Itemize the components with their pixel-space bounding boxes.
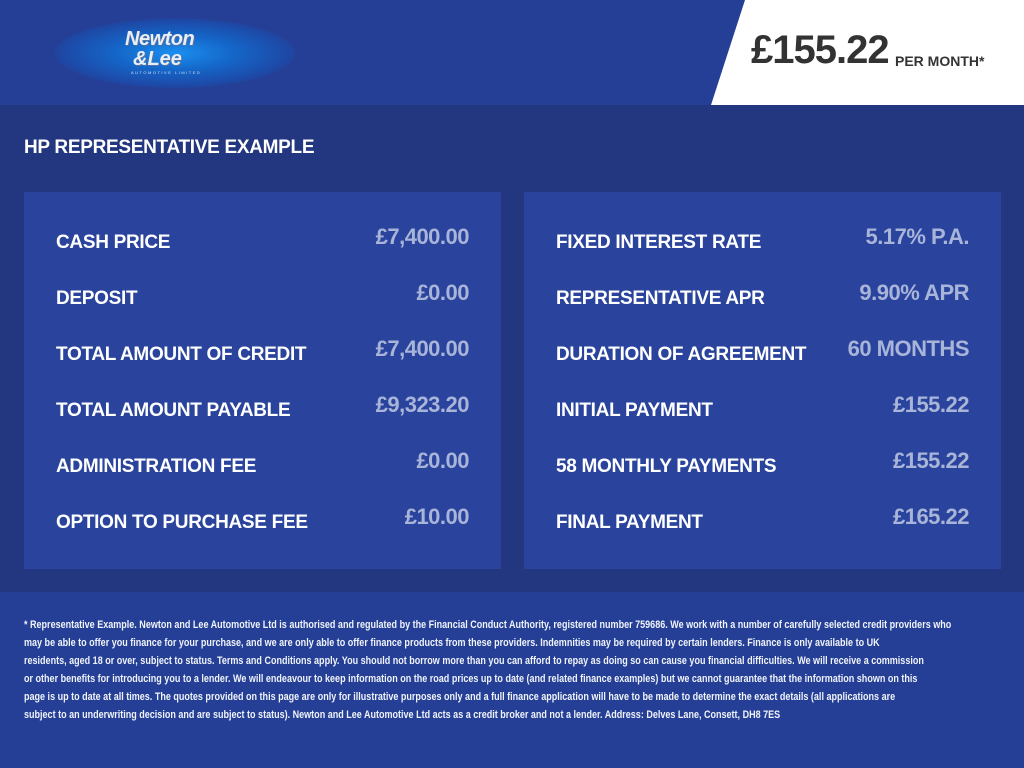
- finance-row: CASH PRICE £7,400.00: [56, 224, 470, 254]
- finance-value: £7,400.00: [375, 224, 470, 249]
- finance-row: INITIAL PAYMENT £155.22: [556, 392, 970, 422]
- finance-row: DURATION OF AGREEMENT 60 MONTHS: [556, 336, 970, 366]
- finance-label: 58 MONTHLY PAYMENTS: [556, 456, 777, 477]
- finance-label: DURATION OF AGREEMENT: [556, 344, 807, 365]
- finance-label: FIXED INTEREST RATE: [556, 232, 762, 253]
- disclaimer-line: or other benefits for introducing you to…: [24, 673, 918, 685]
- monthly-price: £155.22: [751, 28, 890, 72]
- finance-value: 5.17% P.A.: [865, 224, 970, 249]
- finance-value: £0.00: [416, 280, 469, 305]
- finance-value: £0.00: [416, 448, 469, 473]
- finance-row: ADMINISTRATION FEE £0.00: [56, 448, 469, 478]
- finance-value: £155.22: [892, 448, 970, 473]
- logo-text-automotive: AUTOMOTIVE LIMITED: [131, 70, 202, 75]
- logo-text-lee: &Lee: [133, 48, 182, 70]
- disclaimer-line: subject to an underwriting decision and …: [24, 709, 781, 721]
- finance-value: £10.00: [404, 504, 470, 529]
- finance-row: TOTAL AMOUNT OF CREDIT £7,400.00: [56, 336, 470, 366]
- disclaimer-line: residents, aged 18 or over, subject to s…: [24, 655, 924, 667]
- finance-panel-right: FIXED INTEREST RATE 5.17% P.A. REPRESENTAT…: [524, 192, 1001, 569]
- finance-label: CASH PRICE: [56, 232, 171, 253]
- finance-row: FINAL PAYMENT £165.22: [556, 504, 970, 534]
- finance-row: DEPOSIT £0.00: [56, 280, 469, 310]
- finance-row: 58 MONTHLY PAYMENTS £155.22: [556, 448, 970, 478]
- finance-label: OPTION TO PURCHASE FEE: [56, 512, 308, 533]
- finance-label: INITIAL PAYMENT: [556, 400, 713, 421]
- logo-text-newton: Newton: [125, 28, 195, 50]
- finance-value: £155.22: [892, 392, 970, 417]
- disclaimer: * Representative Example. Newton and Lee…: [24, 616, 951, 724]
- header: Newton &Lee AUTOMOTIVE LIMITED £155.22 P…: [0, 0, 1024, 105]
- finance-panel-left: CASH PRICE £7,400.00 DEPOSIT £0.00 TOTAL AMO…: [24, 192, 501, 569]
- newton-lee-logo[interactable]: Newton &Lee AUTOMOTIVE LIMITED: [55, 18, 295, 88]
- finance-label: FINAL PAYMENT: [556, 512, 703, 533]
- per-month-label: PER MONTH*: [895, 53, 985, 69]
- page-title: HP REPRESENTATIVE EXAMPLE: [24, 137, 315, 158]
- finance-row: FIXED INTEREST RATE 5.17% P.A.: [556, 224, 970, 254]
- finance-label: ADMINISTRATION FEE: [56, 456, 257, 477]
- finance-label: TOTAL AMOUNT OF CREDIT: [56, 344, 307, 365]
- finance-label: DEPOSIT: [56, 288, 138, 309]
- finance-row: REPRESENTATIVE APR 9.90% APR: [556, 280, 969, 310]
- disclaimer-line: may be able to offer you finance for you…: [24, 637, 880, 649]
- finance-row: TOTAL AMOUNT PAYABLE £9,323.20: [56, 392, 470, 422]
- finance-label: TOTAL AMOUNT PAYABLE: [56, 400, 291, 421]
- finance-value: £165.22: [892, 504, 970, 529]
- footer: * Representative Example. Newton and Lee…: [0, 592, 1024, 768]
- finance-value: 60 MONTHS: [847, 336, 970, 361]
- finance-value: £7,400.00: [375, 336, 470, 361]
- finance-value: 9.90% APR: [859, 280, 969, 305]
- disclaimer-line: * Representative Example. Newton and Lee…: [24, 619, 952, 631]
- finance-row: OPTION TO PURCHASE FEE £10.00: [56, 504, 470, 534]
- monthly-price-box: £155.22 PER MONTH*: [711, 0, 1024, 105]
- finance-value: £9,323.20: [375, 392, 470, 417]
- finance-label: REPRESENTATIVE APR: [556, 288, 765, 309]
- disclaimer-line: page is up to date at all times. The quo…: [24, 691, 896, 703]
